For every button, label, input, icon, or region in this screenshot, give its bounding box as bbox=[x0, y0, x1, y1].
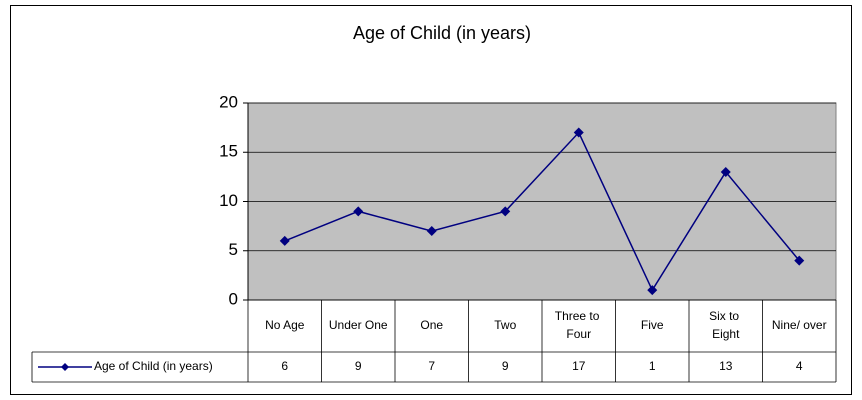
chart-title: Age of Child (in years) bbox=[353, 23, 531, 43]
series-line bbox=[284, 131, 800, 292]
y-tick-label: 5 bbox=[229, 240, 238, 259]
data-point bbox=[500, 206, 511, 217]
label-line: Eight bbox=[712, 327, 740, 341]
data-point bbox=[794, 255, 805, 266]
x-tick-label: Two bbox=[494, 318, 516, 332]
table-value: 17 bbox=[572, 359, 586, 373]
data-point bbox=[720, 166, 731, 177]
table-value: 7 bbox=[428, 359, 435, 373]
data-point bbox=[647, 285, 658, 296]
x-tick-label: Five bbox=[641, 318, 664, 332]
y-tick-label: 20 bbox=[219, 92, 238, 111]
table-value: 4 bbox=[796, 359, 803, 373]
legend-marker bbox=[61, 363, 69, 371]
legend-label: Age of Child (in years) bbox=[94, 359, 213, 373]
table-value: 6 bbox=[281, 359, 288, 373]
y-tick-label: 15 bbox=[219, 142, 238, 161]
data-point bbox=[353, 206, 364, 217]
table-value: 9 bbox=[502, 359, 509, 373]
label-line: Six to bbox=[709, 309, 742, 323]
y-tick-label: 0 bbox=[229, 289, 238, 308]
table-value: 9 bbox=[355, 359, 362, 373]
label-line: Four bbox=[566, 327, 591, 341]
x-tick-label: Nine/ over bbox=[772, 318, 827, 332]
x-tick-label: Six to Eight bbox=[709, 309, 742, 341]
table-value: 1 bbox=[649, 359, 656, 373]
table-value: 13 bbox=[719, 359, 733, 373]
data-point bbox=[279, 235, 290, 246]
data-point bbox=[426, 226, 437, 237]
x-tick-label: One bbox=[420, 318, 443, 332]
x-tick-label: Three to Four bbox=[555, 309, 603, 341]
data-point bbox=[573, 127, 584, 138]
x-tick-label: Under One bbox=[329, 318, 388, 332]
y-tick-label: 10 bbox=[219, 191, 238, 210]
label-line: Three to bbox=[555, 309, 603, 323]
x-tick-label: No Age bbox=[265, 318, 305, 332]
